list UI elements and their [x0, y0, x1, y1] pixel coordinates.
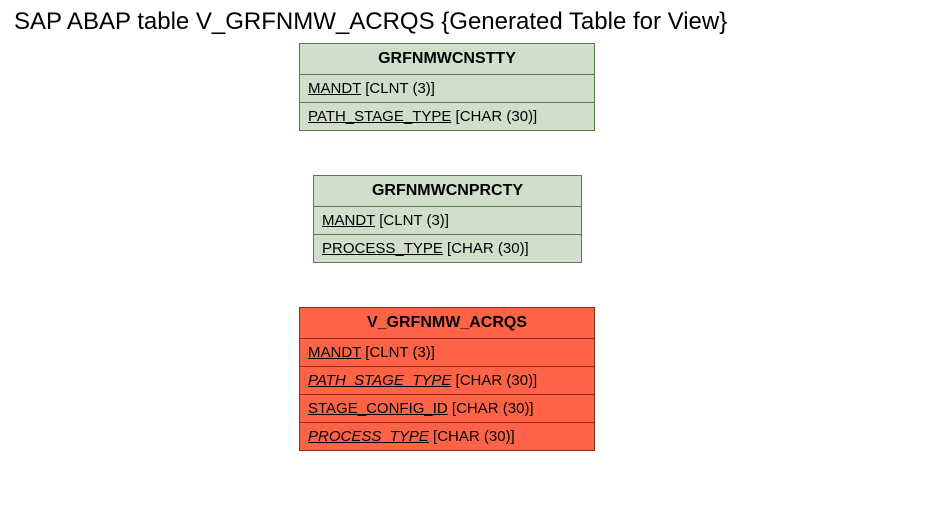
- field-type: [CLNT (3)]: [365, 344, 435, 361]
- field-name: PATH_STAGE_TYPE: [308, 108, 451, 125]
- field-type: [CLNT (3)]: [379, 212, 449, 229]
- entity-field: PATH_STAGE_TYPE [CHAR (30)]: [300, 103, 594, 130]
- entity-header-grfnmwcnstty: GRFNMWCNSTTY: [300, 44, 594, 75]
- field-type: [CLNT (3)]: [365, 80, 435, 97]
- field-type: [CHAR (30)]: [452, 400, 534, 417]
- field-name: MANDT: [308, 80, 361, 97]
- field-type: [CHAR (30)]: [456, 108, 538, 125]
- field-name: PATH_STAGE_TYPE: [308, 372, 451, 389]
- field-type: [CHAR (30)]: [456, 372, 538, 389]
- field-name: PROCESS_TYPE: [322, 240, 443, 257]
- entity-header-v_grfnmw_acrqs: V_GRFNMW_ACRQS: [300, 308, 594, 339]
- entity-field: PROCESS_TYPE [CHAR (30)]: [314, 235, 581, 262]
- field-type: [CHAR (30)]: [447, 240, 529, 257]
- field-name: MANDT: [322, 212, 375, 229]
- diagram-canvas: SAP ABAP table V_GRFNMW_ACRQS {Generated…: [0, 0, 927, 509]
- entity-grfnmwcnprcty: GRFNMWCNPRCTYMANDT [CLNT (3)]PROCESS_TYP…: [313, 175, 582, 263]
- page-title: SAP ABAP table V_GRFNMW_ACRQS {Generated…: [14, 8, 727, 36]
- entity-v_grfnmw_acrqs: V_GRFNMW_ACRQSMANDT [CLNT (3)]PATH_STAGE…: [299, 307, 595, 451]
- field-name: MANDT: [308, 344, 361, 361]
- entity-field: PROCESS_TYPE [CHAR (30)]: [300, 423, 594, 450]
- entity-field: STAGE_CONFIG_ID [CHAR (30)]: [300, 395, 594, 423]
- field-type: [CHAR (30)]: [433, 428, 515, 445]
- entity-field: PATH_STAGE_TYPE [CHAR (30)]: [300, 367, 594, 395]
- entity-field: MANDT [CLNT (3)]: [300, 75, 594, 103]
- entity-field: MANDT [CLNT (3)]: [300, 339, 594, 367]
- field-name: PROCESS_TYPE: [308, 428, 429, 445]
- entity-grfnmwcnstty: GRFNMWCNSTTYMANDT [CLNT (3)]PATH_STAGE_T…: [299, 43, 595, 131]
- entity-header-grfnmwcnprcty: GRFNMWCNPRCTY: [314, 176, 581, 207]
- entity-field: MANDT [CLNT (3)]: [314, 207, 581, 235]
- field-name: STAGE_CONFIG_ID: [308, 400, 448, 417]
